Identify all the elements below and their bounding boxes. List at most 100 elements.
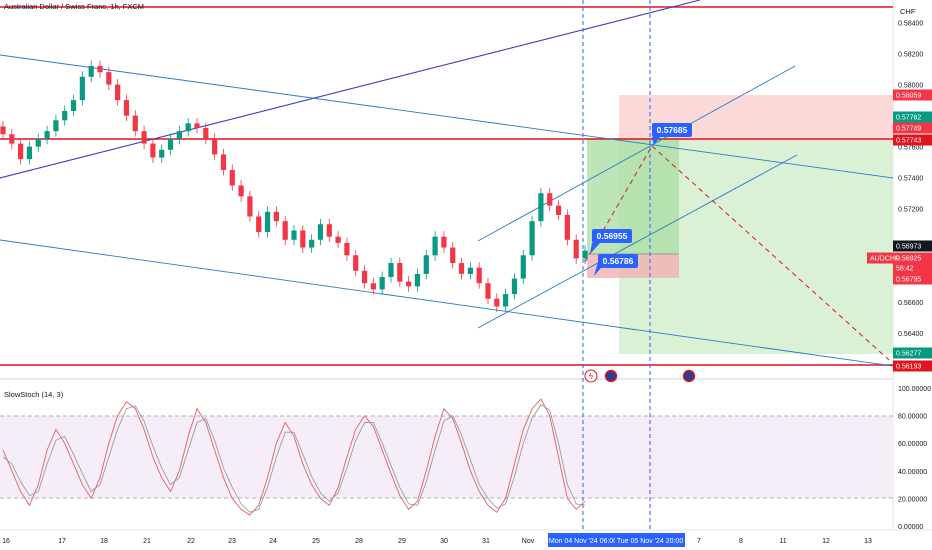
time-tick-label: 30 bbox=[440, 538, 448, 545]
candle-body bbox=[309, 239, 315, 248]
price-tag-text: 0.56925 bbox=[896, 256, 921, 263]
candle-body bbox=[520, 255, 526, 279]
candle-body bbox=[150, 143, 156, 158]
candle-body bbox=[194, 123, 200, 129]
candle-body bbox=[291, 230, 297, 240]
candle-body bbox=[97, 65, 103, 73]
price-tag-labels: 0.58059 0.57762 0.57749 0.57743 0.56973 0.569… bbox=[867, 89, 932, 372]
channel-upper-line[interactable] bbox=[0, 54, 894, 179]
time-tick-label: 21 bbox=[143, 538, 151, 545]
time-highlight-label-2: Tue 05 Nov '24 20:00 bbox=[617, 538, 684, 545]
currency-label: CHF bbox=[900, 7, 916, 16]
price-tick-label: 0.57200 bbox=[898, 207, 923, 214]
stoch-series bbox=[2, 398, 586, 516]
price-tick-label: 0.58400 bbox=[898, 21, 923, 28]
svg-text:ϟ: ϟ bbox=[589, 372, 594, 381]
time-tick-label: 16 bbox=[2, 538, 10, 545]
price-tag-bg bbox=[893, 240, 932, 252]
candle-body bbox=[115, 84, 121, 101]
stoch-tick-label: 0.00000 bbox=[898, 524, 923, 531]
candle-body bbox=[564, 214, 570, 240]
time-tick-label: 24 bbox=[269, 538, 277, 545]
candle-body bbox=[397, 263, 403, 282]
time-tick-label: 25 bbox=[312, 538, 320, 545]
time-tick-label: 18 bbox=[100, 538, 108, 545]
candle-body bbox=[476, 267, 482, 284]
candle-body bbox=[273, 211, 279, 222]
candle-body bbox=[423, 255, 429, 274]
candle-body bbox=[62, 110, 68, 121]
price-tick-label: 0.58200 bbox=[898, 52, 923, 59]
candle-body bbox=[494, 298, 500, 307]
price-tag-text: 58:42 bbox=[896, 266, 914, 273]
candle-body bbox=[441, 236, 447, 248]
candle-body bbox=[88, 65, 94, 77]
stoch-tick-label: 80.00000 bbox=[898, 414, 927, 421]
candle-body bbox=[326, 224, 332, 237]
candle-body bbox=[106, 72, 112, 85]
stoch-d-line bbox=[2, 403, 586, 513]
time-tick-label: 8 bbox=[739, 538, 743, 545]
price-tag-text: 0.57762 bbox=[896, 115, 921, 122]
chart-title: Australian Dollar / Swiss Franc, 1h, FXC… bbox=[4, 2, 145, 11]
time-tick-labels: 16 17 18 21 22 23 24 25 28 29 30 31 Nov 7 8 11 12 13 bbox=[2, 538, 872, 545]
annotation-badge-3[interactable]: 0.56786 bbox=[594, 254, 638, 276]
flag-event-icon-2[interactable] bbox=[682, 369, 696, 383]
channel-lower-line[interactable] bbox=[0, 239, 894, 367]
annotation-badge-2[interactable]: 0.56955 bbox=[590, 229, 632, 254]
candle-body bbox=[220, 154, 227, 170]
time-tick-label: 23 bbox=[228, 538, 236, 545]
price-tag-bg bbox=[893, 111, 932, 123]
stoch-tick-labels: 100.00000 80.00000 60.00000 40.00000 20.0000… bbox=[898, 386, 931, 531]
lightning-event-icon[interactable]: ϟ bbox=[584, 369, 598, 383]
candle-series bbox=[0, 60, 588, 312]
stoch-tick-label: 40.00000 bbox=[898, 469, 927, 476]
candle-body bbox=[335, 236, 341, 243]
candle-body bbox=[79, 76, 85, 101]
indicator-title: SlowStoch (14, 3) bbox=[4, 390, 64, 399]
candle-body bbox=[361, 270, 368, 284]
time-tick-label: 29 bbox=[398, 538, 406, 545]
candle-body bbox=[317, 224, 324, 240]
price-tag-text: 0.58059 bbox=[896, 93, 921, 100]
price-tag-text: 0.56193 bbox=[896, 364, 921, 371]
candle-body bbox=[132, 115, 138, 132]
candle-body bbox=[203, 128, 209, 139]
price-tick-label: 0.57400 bbox=[898, 176, 923, 183]
price-tag-text: 0.56973 bbox=[896, 244, 921, 251]
annotation-badge-1[interactable]: 0.57685 bbox=[652, 123, 692, 145]
time-tick-label: 13 bbox=[864, 538, 872, 545]
rising-channel-upper[interactable] bbox=[477, 65, 796, 242]
price-tick-label: 0.56400 bbox=[898, 331, 923, 338]
price-tag-text: AUDCHF bbox=[870, 256, 899, 263]
candle-body bbox=[212, 138, 218, 155]
candle-body bbox=[388, 263, 394, 278]
price-tag-text: 0.57743 bbox=[896, 138, 921, 145]
candle-body bbox=[238, 185, 244, 197]
time-tick-label: 7 bbox=[697, 538, 701, 545]
price-tag-bg bbox=[893, 360, 932, 372]
price-tag-text: 0.56277 bbox=[896, 351, 921, 358]
candle-body bbox=[573, 239, 579, 259]
candle-body bbox=[256, 216, 262, 233]
candle-body bbox=[432, 236, 438, 256]
price-tag-bg bbox=[867, 252, 893, 264]
time-tick-label: 11 bbox=[779, 538, 786, 545]
price-tag-bg bbox=[893, 262, 932, 274]
candle-body bbox=[300, 230, 306, 248]
flag-event-icon-1[interactable] bbox=[604, 369, 618, 383]
candle-body bbox=[511, 278, 518, 295]
candle-body bbox=[176, 131, 182, 139]
rising-channel-lower[interactable] bbox=[477, 154, 798, 329]
price-tag-bg bbox=[893, 252, 932, 264]
candle-body bbox=[529, 221, 535, 256]
time-tick-label: 22 bbox=[187, 538, 195, 545]
candle-body bbox=[141, 131, 147, 144]
time-tick-label: 12 bbox=[822, 538, 830, 545]
price-tag-bg bbox=[893, 122, 932, 134]
time-tick-label: 31 bbox=[482, 538, 490, 545]
time-tick-label: Nov bbox=[522, 538, 535, 545]
annotation-label-2: 0.56955 bbox=[597, 231, 628, 241]
price-tick-label: 0.57600 bbox=[898, 145, 923, 152]
